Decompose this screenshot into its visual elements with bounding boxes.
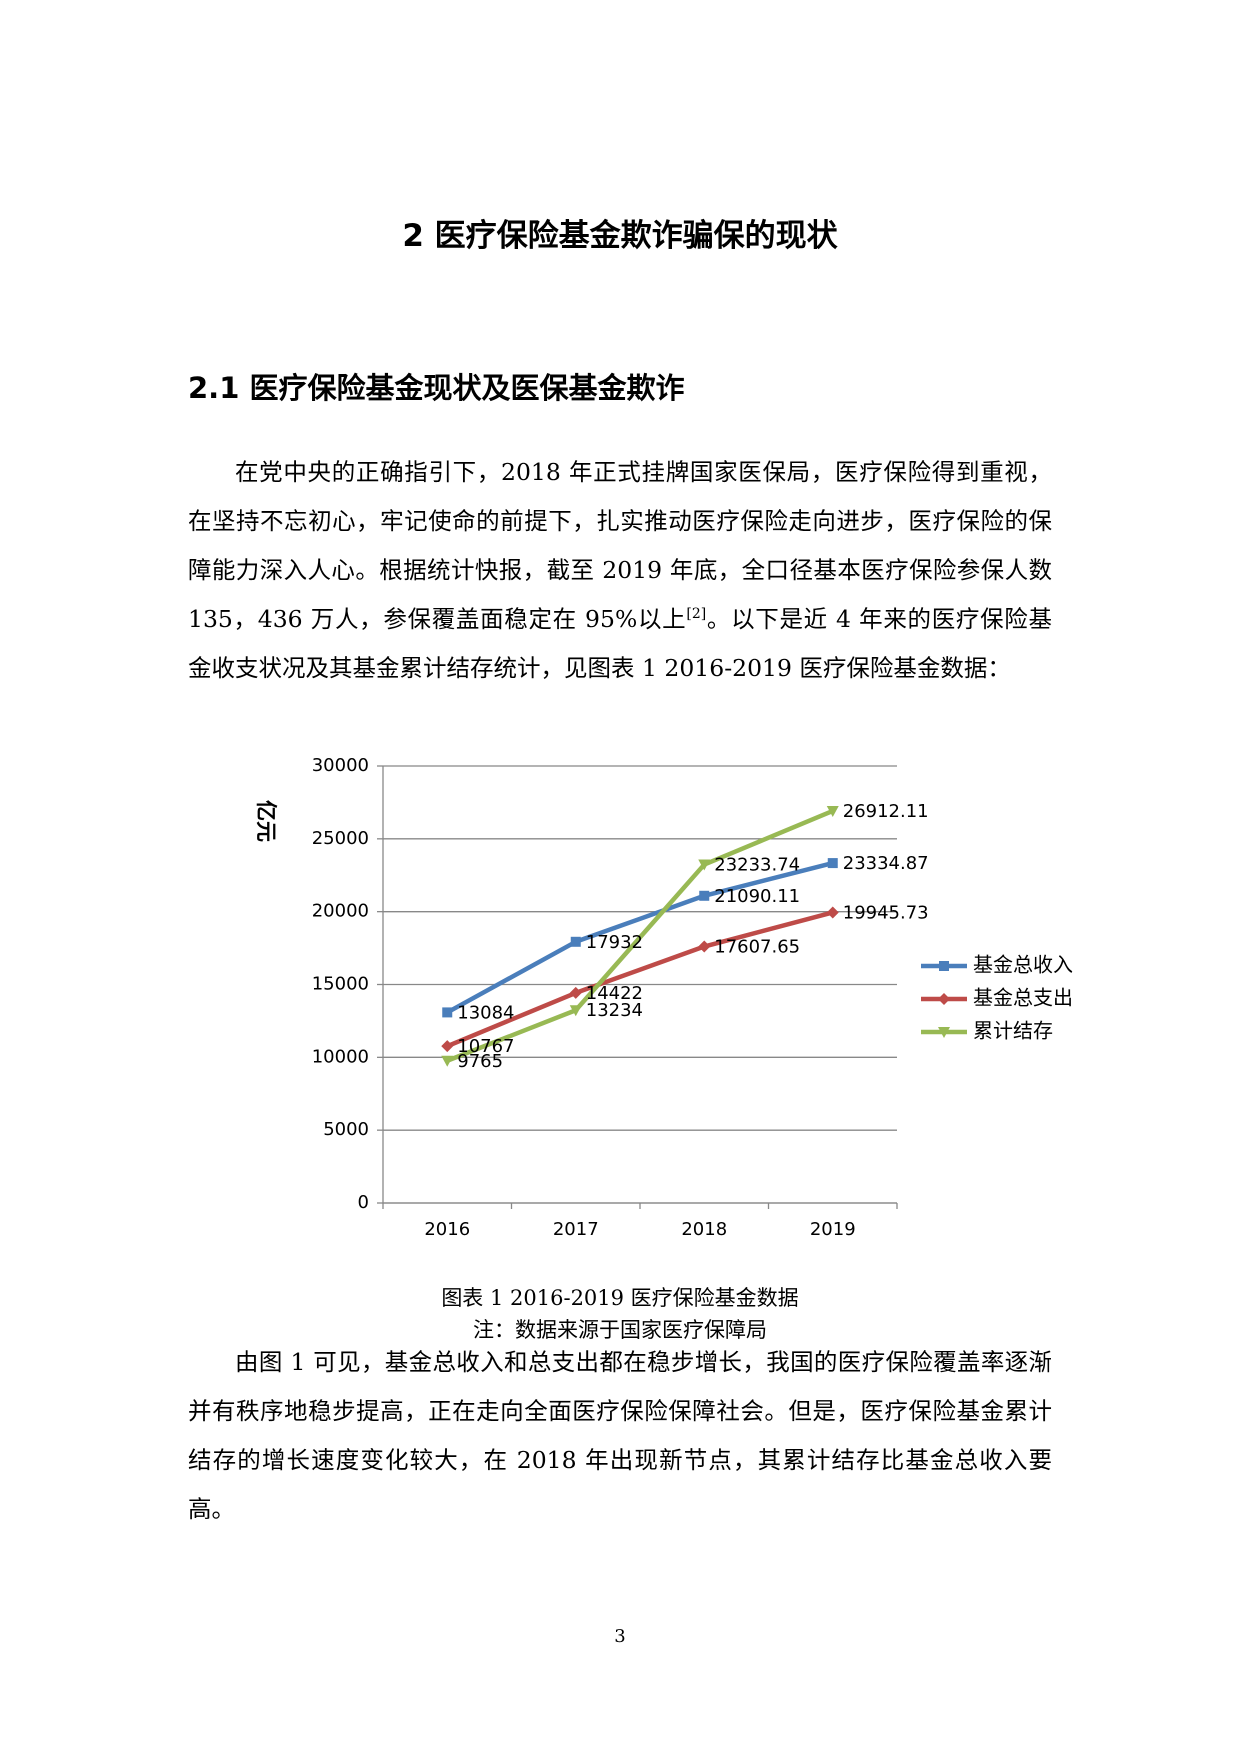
x-tick-label: 2019 (810, 1219, 856, 1240)
text: 在党中央的正确指引下，2018 年正式挂牌国家医保局，医疗保险得到重视，在坚持不… (188, 458, 1052, 633)
data-label: 17607.65 (714, 937, 800, 958)
legend-label: 基金总支出 (973, 986, 1073, 1010)
citation: [2] (686, 606, 707, 622)
x-tick-label: 2016 (424, 1219, 470, 1240)
x-tick-label: 2018 (681, 1219, 727, 1240)
data-point (441, 1040, 454, 1053)
data-label: 10767 (457, 1036, 514, 1057)
data-point (699, 890, 710, 901)
y-tick-label: 10000 (312, 1046, 369, 1067)
page-number: 3 (614, 1626, 626, 1647)
y-tick-label: 15000 (312, 974, 369, 995)
data-point (570, 936, 581, 947)
y-tick-label: 25000 (312, 828, 369, 849)
series-line (446, 808, 834, 1063)
paragraph: 在党中央的正确指引下，2018 年正式挂牌国家医保局，医疗保险得到重视，在坚持不… (188, 448, 1052, 693)
data-label: 23334.87 (843, 853, 929, 874)
legend-marker (938, 993, 950, 1005)
data-point (826, 906, 839, 919)
data-label: 14422 (586, 983, 643, 1004)
y-tick-label: 20000 (312, 901, 369, 922)
heading: 2 医疗保险基金欺诈骗保的现状 (402, 218, 838, 254)
data-point (698, 859, 711, 871)
legend-label: 基金总收入 (973, 953, 1073, 977)
x-tick-label: 2017 (553, 1219, 599, 1240)
caption: 图表 1 2016-2019 医疗保险基金数据 (441, 1286, 799, 1310)
data-label: 23233.74 (714, 855, 800, 876)
data-label: 26912.11 (843, 801, 929, 822)
y-axis-label: 亿元 (254, 800, 278, 842)
data-point (826, 805, 839, 817)
data-point (442, 1007, 453, 1018)
data-label: 13234 (586, 1000, 643, 1021)
data-point (698, 940, 711, 953)
section-heading: 2.1 医疗保险基金现状及医保基金欺诈 (188, 371, 685, 405)
y-tick-label: 0 (358, 1192, 369, 1213)
data-point (827, 858, 838, 869)
data-label: 17932 (586, 932, 643, 953)
y-tick-label: 30000 (312, 755, 369, 776)
note: 注：数据来源于国家医疗保障局 (473, 1318, 767, 1342)
legend-marker (938, 1027, 950, 1038)
data-point (441, 1055, 454, 1067)
y-tick-label: 5000 (323, 1119, 369, 1140)
legend-marker (939, 961, 949, 971)
data-label: 9765 (457, 1051, 503, 1072)
text: 。以下是近 4 年来的医疗保险基金收支状况及其基金累计结存统计，见图表 1 20… (188, 605, 1052, 682)
data-label: 19945.73 (843, 902, 929, 923)
data-point (569, 986, 582, 999)
series-line (446, 910, 834, 1049)
data-label: 21090.11 (714, 886, 800, 907)
series-line (446, 860, 834, 1015)
legend-label: 累计结存 (973, 1019, 1053, 1043)
data-point (569, 1005, 582, 1017)
paragraph: 由图 1 可见，基金总收入和总支出都在稳步增长，我国的医疗保险覆盖率逐渐并有秩序… (188, 1348, 1052, 1523)
data-label: 13084 (457, 1002, 514, 1023)
